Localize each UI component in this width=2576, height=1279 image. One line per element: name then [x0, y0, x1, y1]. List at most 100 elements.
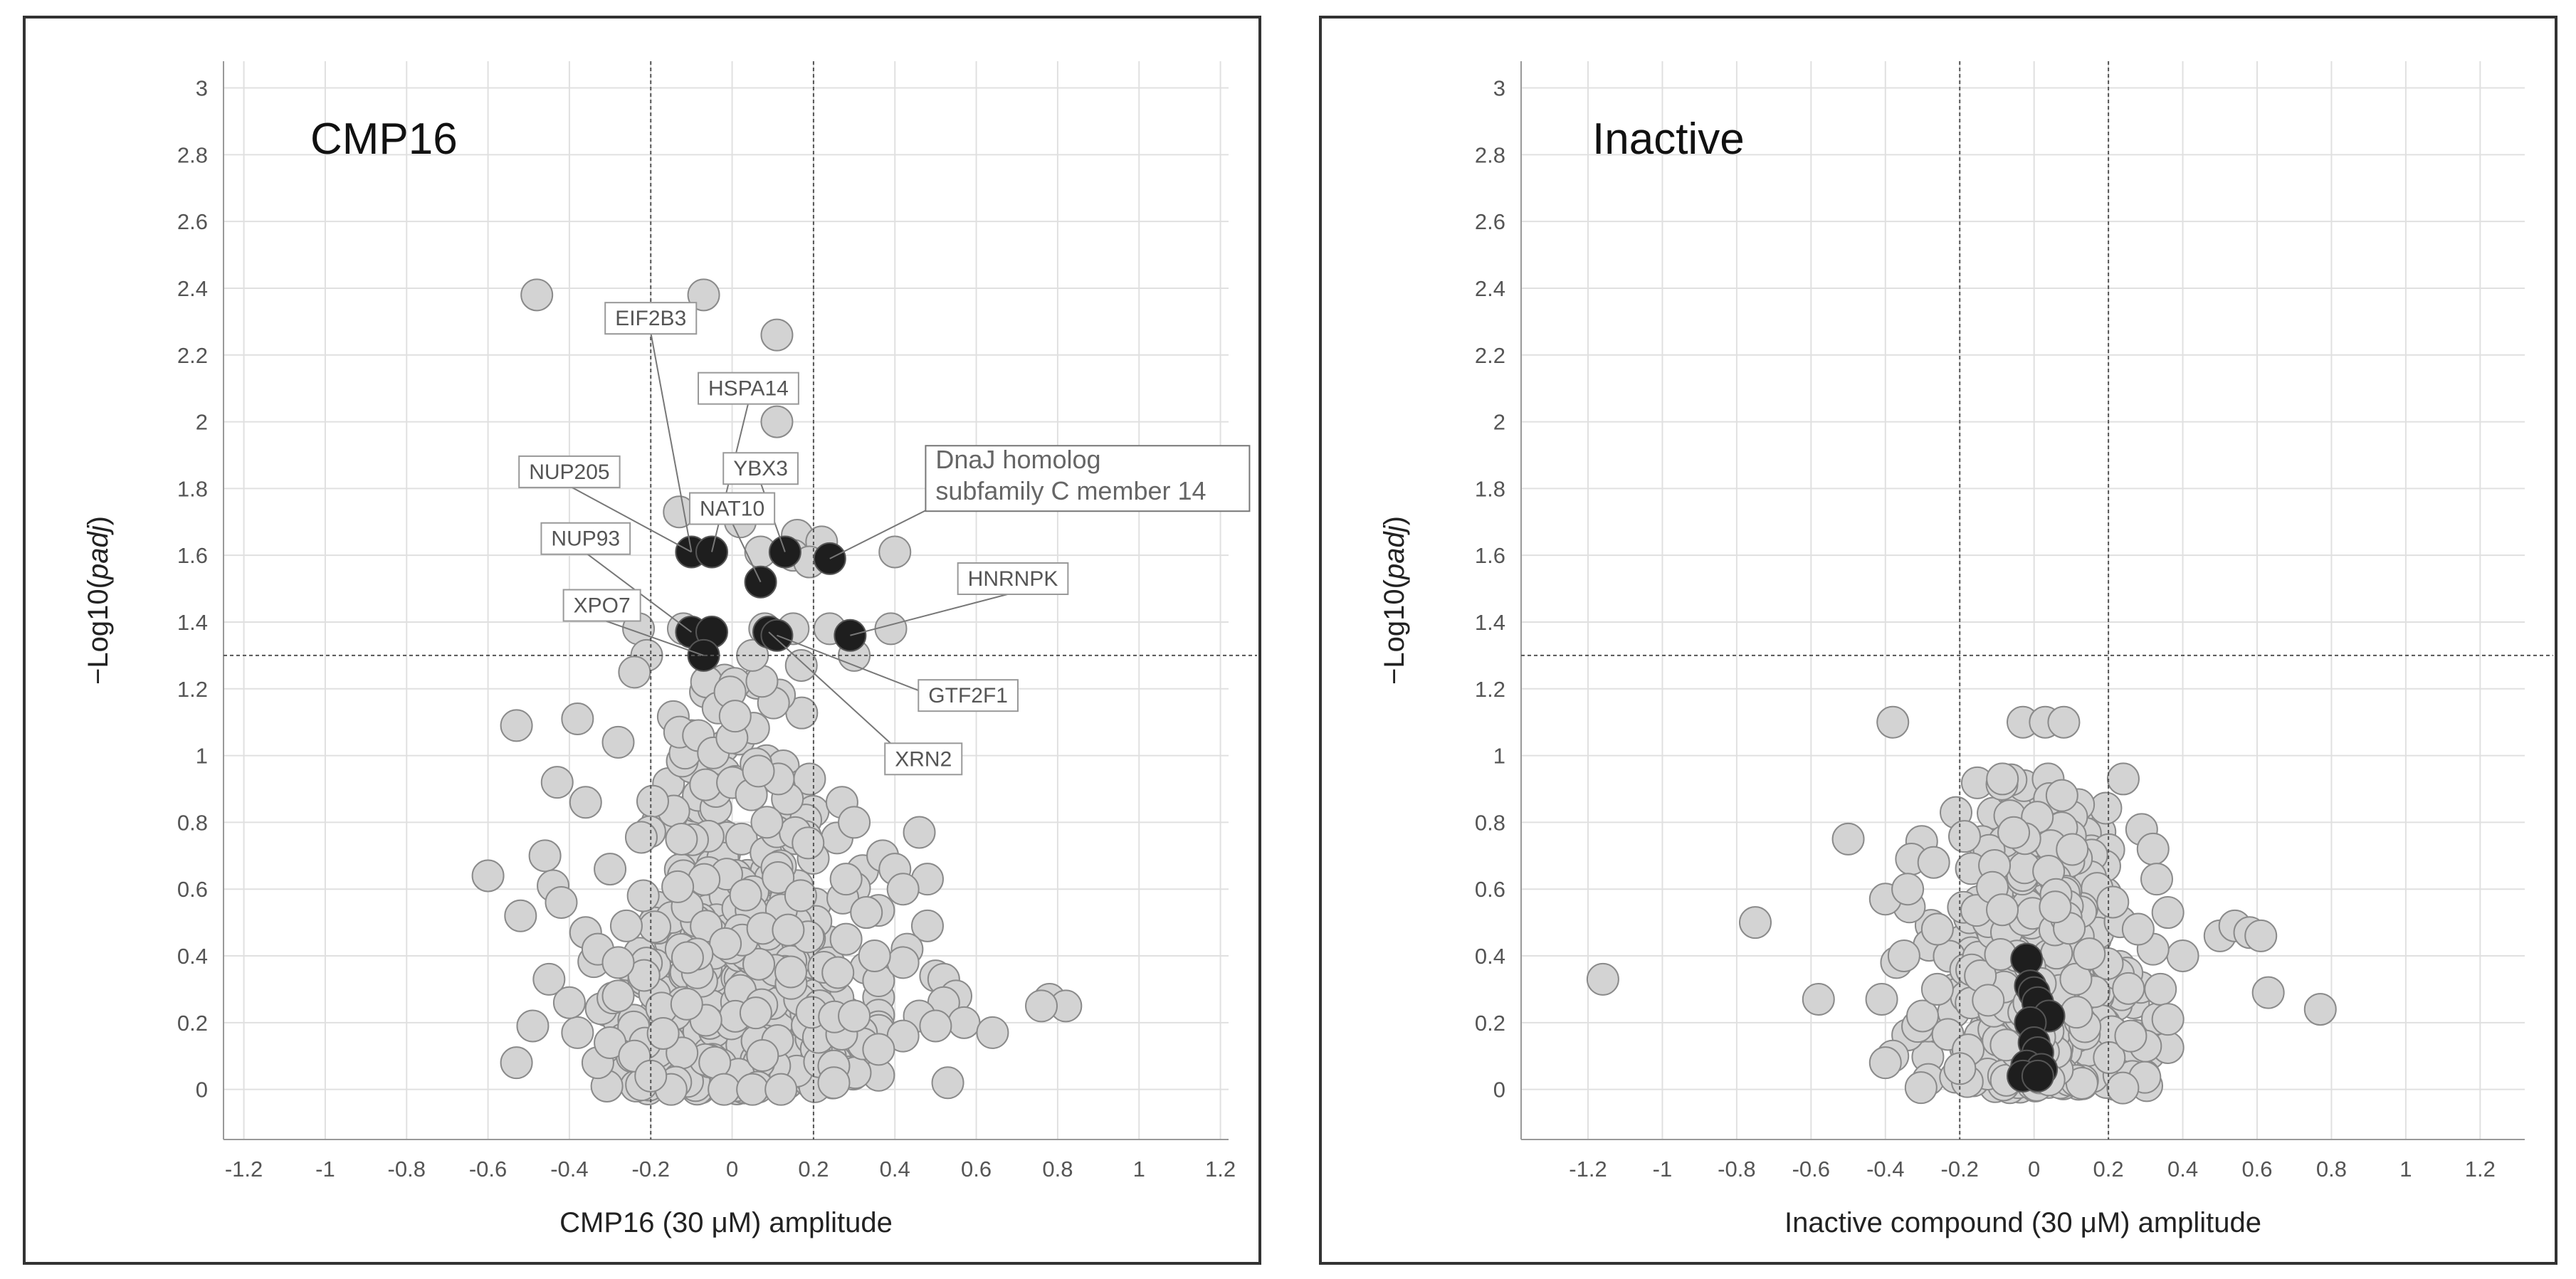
background-point [792, 826, 825, 860]
annotation-box [957, 562, 1069, 596]
annotation-leader [829, 503, 939, 559]
y-tick-label: 2.6 [1475, 209, 1505, 234]
x-tick-label: -0.2 [632, 1157, 670, 1181]
y-tick-label: 1.6 [177, 543, 208, 568]
background-point [516, 1009, 550, 1043]
y-tick-label: 1.4 [1475, 610, 1505, 635]
background-point [665, 822, 698, 856]
background-point [2112, 972, 2145, 1005]
inactive-volcano-plot: -1.2 -1 -0.8 -0.6 -0.4 -0.2 0 0.2 0.4 0.6 0.8 1 1.2 0… [1379, 61, 2553, 1238]
background-point [2151, 896, 2185, 930]
x-tick-label: 0.2 [2093, 1157, 2124, 1181]
x-axis-label: CMP16 (30 μM) amplitude [559, 1207, 893, 1238]
background-point [739, 996, 772, 1030]
x-tick-label: 1 [2399, 1157, 2412, 1181]
background-point [746, 1039, 779, 1073]
x-tick-label: -0.4 [1866, 1157, 1904, 1181]
x-tick-label: -0.6 [1792, 1157, 1830, 1181]
background-point [750, 806, 784, 839]
annotation-box [540, 522, 631, 555]
background-point [624, 821, 658, 854]
background-point [520, 278, 554, 312]
y-axis-label: −Log10(padj) [1379, 516, 1410, 685]
y-tick-label: 0.6 [177, 877, 208, 902]
background-point [1920, 972, 1954, 1006]
highlight-point [2021, 1059, 2054, 1093]
y-tick-label: 1.2 [1475, 677, 1505, 702]
background-point [1868, 1046, 1902, 1080]
annotation-label: DnaJ homolog [935, 445, 1100, 474]
background-point [532, 962, 566, 996]
background-point [2073, 937, 2106, 971]
y-tick-label: 1.6 [1475, 543, 1505, 568]
background-point [764, 1073, 798, 1106]
background-point [762, 861, 795, 895]
inactive-panel: -1.2 -1 -0.8 -0.6 -0.4 -0.2 0 0.2 0.4 0.6 0.8 1 1.2 0… [1319, 16, 2557, 1265]
background-point [561, 1016, 594, 1049]
y-tick-label: 0 [196, 1078, 208, 1102]
background-point [838, 999, 871, 1033]
background-point [976, 1016, 1009, 1049]
x-tick-label: 0 [726, 1157, 738, 1181]
annotation-box [925, 445, 1251, 512]
background-point [626, 879, 660, 912]
x-tick-label: 0.2 [798, 1157, 829, 1181]
y-tick-label: 0 [1493, 1078, 1505, 1102]
background-point [2151, 1003, 2185, 1036]
background-point [1904, 1071, 1938, 1105]
y-tick-label: 3 [196, 76, 208, 101]
annotation-label: EIF2B3 [615, 307, 686, 330]
annotation-leader [850, 592, 1014, 636]
background-point [1906, 999, 1939, 1033]
x-tick-label: 0.8 [1042, 1157, 1073, 1181]
background-point [784, 879, 817, 912]
background-point [1831, 822, 1865, 856]
background-point [2140, 863, 2173, 896]
x-tick-label: 1.2 [1205, 1157, 1236, 1181]
background-point [919, 1009, 952, 1043]
background-point [829, 922, 863, 956]
x-tick-label: -0.4 [550, 1157, 588, 1181]
y-tick-label: 2.6 [177, 209, 208, 234]
background-point [1917, 846, 1950, 879]
background-point [2166, 939, 2199, 973]
background-point [646, 1016, 680, 1050]
x-tick-label: -1 [1653, 1157, 1673, 1181]
background-point [903, 816, 936, 849]
background-point [821, 956, 855, 989]
background-point [858, 939, 891, 973]
background-point [850, 896, 883, 930]
annotation-box [698, 372, 799, 405]
background-point [878, 535, 912, 569]
x-axis-label: Inactive compound (30 μM) amplitude [1784, 1207, 2261, 1238]
y-tick-label: 0.2 [1475, 1011, 1505, 1036]
background-point [671, 941, 704, 974]
background-point [874, 612, 908, 646]
background-point [670, 987, 703, 1021]
y-tick-label: 1.8 [177, 476, 208, 501]
plot-title: Inactive [1592, 115, 1745, 164]
points-layer [471, 278, 1083, 1106]
x-tick-label: 0 [2028, 1157, 2040, 1181]
annotation-label: HNRNPK [968, 567, 1058, 591]
background-point [561, 702, 594, 736]
background-point [569, 786, 602, 819]
background-point [784, 648, 818, 682]
background-point [2039, 890, 2072, 924]
y-tick-label: 1.8 [1475, 476, 1505, 501]
y-tick-label: 0.6 [1475, 877, 1505, 902]
y-tick-label: 2 [1493, 410, 1505, 435]
background-point [886, 873, 920, 906]
annotation-leader [650, 332, 693, 552]
background-point [1025, 989, 1058, 1023]
background-point [709, 927, 742, 960]
annotation-box [604, 302, 698, 335]
background-point [636, 784, 669, 818]
y-tick-label: 3 [1493, 76, 1505, 101]
y-tick-label: 1.2 [177, 677, 208, 702]
background-point [609, 909, 643, 942]
y-tick-label: 0.4 [177, 944, 208, 969]
background-point [1876, 705, 1910, 739]
annotation-label: XPO7 [574, 594, 631, 618]
annotation-box [688, 492, 776, 525]
